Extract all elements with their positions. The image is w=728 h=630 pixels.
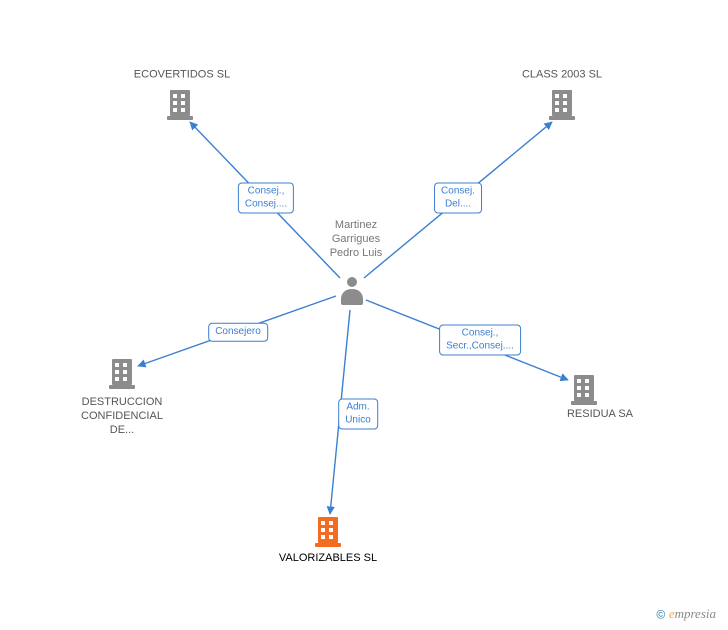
node-label-class2003: CLASS 2003 SL xyxy=(522,68,602,82)
node-label-residua: RESIDUA SA xyxy=(567,408,633,422)
edge-label-residua: Consej., Secr.,Consej.... xyxy=(439,325,521,356)
building-icon-ecovertidos[interactable] xyxy=(167,90,193,120)
building-icon-valorizables[interactable] xyxy=(315,517,341,547)
building-icon-residua[interactable] xyxy=(571,375,597,405)
edge-label-class2003: Consej. Del.... xyxy=(434,183,482,214)
building-icon-class2003[interactable] xyxy=(549,90,575,120)
node-label-valorizables: VALORIZABLES SL xyxy=(279,552,377,566)
building-icon-destruccion[interactable] xyxy=(109,359,135,389)
footer-attribution: © empresia xyxy=(656,606,716,622)
edges-layer xyxy=(0,0,728,630)
edge-label-valorizables: Adm. Unico xyxy=(338,399,378,430)
node-label-destruccion: DESTRUCCION CONFIDENCIAL DE... xyxy=(81,396,163,437)
center-node-label: Martinez Garrigues Pedro Luis xyxy=(330,219,383,260)
person-icon[interactable] xyxy=(339,275,365,305)
edge-label-ecovertidos: Consej., Consej.... xyxy=(238,183,294,214)
copyright-symbol: © xyxy=(656,608,665,622)
edge-label-destruccion: Consejero xyxy=(208,323,268,342)
brand-rest: mpresia xyxy=(675,606,716,621)
node-label-ecovertidos: ECOVERTIDOS SL xyxy=(134,68,230,82)
